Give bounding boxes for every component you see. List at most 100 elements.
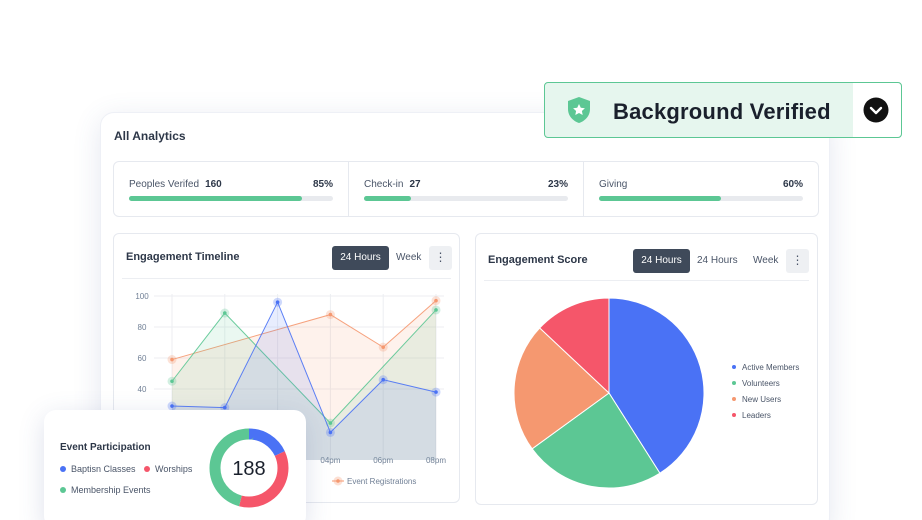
pie-slice <box>608 297 705 474</box>
donut-segment <box>209 428 289 508</box>
legend-dot <box>144 466 151 472</box>
week-button[interactable]: Week <box>396 252 422 263</box>
data-point <box>223 405 227 410</box>
week-button[interactable]: Week <box>753 255 779 266</box>
vertical-dots-icon[interactable]: ⋮ <box>786 249 809 273</box>
data-point <box>223 311 227 315</box>
legend-label: Event Registrations <box>347 477 416 486</box>
legend-dot <box>732 397 736 401</box>
stat-label: Giving <box>599 179 633 190</box>
data-point <box>434 390 438 394</box>
panel-title: Engagement Score <box>488 254 588 266</box>
event-participation-card: Event Participation Baptisn Classes Wors… <box>44 410 306 520</box>
legend-dot <box>60 487 66 493</box>
y-tick-label: 60 <box>138 354 147 363</box>
stat-label-text: Giving <box>599 179 628 190</box>
legend-item: Membership Events <box>60 485 151 495</box>
y-tick-label: 100 <box>135 292 149 301</box>
x-tick-label: 06pm <box>373 456 393 465</box>
stat-check-in: Check-in 27 23% <box>349 162 584 216</box>
legend-dot <box>732 365 736 369</box>
data-point <box>170 379 174 384</box>
progress-fill <box>364 196 411 201</box>
series-line <box>171 300 437 361</box>
legend-label: Membership Events <box>71 485 151 495</box>
legend-label: Volunteers <box>742 379 780 388</box>
stat-label-text: Peoples Verifed <box>129 179 200 190</box>
x-tick-label: 08pm <box>426 456 446 465</box>
legend-item: Volunteers <box>732 379 799 395</box>
panel-divider <box>484 280 809 281</box>
legend-item: Baptisn Classes <box>60 464 136 474</box>
legend-label: Baptisn Classes <box>71 464 136 474</box>
y-tick-label: 40 <box>138 385 147 394</box>
pie-slice <box>539 297 610 395</box>
chevron-down-circle-icon[interactable] <box>863 97 889 123</box>
legend-label: Leaders <box>742 411 771 420</box>
engagement-score-panel: Engagement Score 24 Hours 24 Hours Week … <box>475 233 818 505</box>
event-title: Event Participation <box>60 442 151 453</box>
donut-ring <box>209 428 289 508</box>
24-hours-button[interactable]: 24 Hours <box>332 246 389 270</box>
data-point <box>328 430 333 435</box>
data-point <box>275 300 280 304</box>
legend-item: Active Members <box>732 363 799 379</box>
stat-label: Peoples Verifed 160 <box>129 179 222 190</box>
data-point <box>381 345 386 349</box>
vertical-dots-icon[interactable]: ⋮ <box>429 246 452 270</box>
data-point <box>328 312 333 317</box>
stat-label-text: Check-in <box>364 179 404 190</box>
progress-fill <box>129 196 303 201</box>
badge-toggle[interactable] <box>853 83 901 137</box>
stats-row: Peoples Verifed 160 85% Check-in 27 23% Gi… <box>113 161 819 217</box>
data-point <box>434 308 438 312</box>
stat-giving: Giving 60% <box>584 162 818 216</box>
panel-title: Engagement Timeline <box>126 251 240 263</box>
y-tick-label: 80 <box>138 323 147 332</box>
shield-star-icon <box>568 97 590 123</box>
stat-value: 160 <box>205 179 222 190</box>
data-point <box>170 404 174 408</box>
donut-segment <box>209 428 289 508</box>
series-line <box>171 300 437 434</box>
legend-label: New Users <box>742 395 782 404</box>
donut-total: 188 <box>232 458 265 480</box>
pie-slice <box>513 327 610 450</box>
progress-fill <box>599 196 722 201</box>
data-point <box>381 377 386 382</box>
stat-peoples-verified: Peoples Verifed 160 85% <box>114 162 349 216</box>
pie-legend: Active Members Volunteers New Users Lead… <box>732 363 799 427</box>
data-point <box>328 421 333 425</box>
stat-percent: 60% <box>782 179 803 190</box>
card-title: All Analytics <box>114 129 186 143</box>
legend-label: Worships <box>155 464 193 474</box>
legend-dot <box>732 381 736 385</box>
series-line <box>171 309 437 424</box>
panel-divider <box>122 278 451 279</box>
legend-item: New Users <box>732 395 799 411</box>
pie-slice <box>531 392 661 489</box>
24-hours-button[interactable]: 24 Hours <box>633 249 690 273</box>
legend-dot <box>60 466 66 472</box>
progress-track <box>364 196 568 201</box>
24-hours-option[interactable]: 24 Hours <box>697 255 738 266</box>
progress-track <box>599 196 803 201</box>
stat-value: 27 <box>409 179 421 190</box>
pie-chart <box>513 297 705 489</box>
badge-text: Background Verified <box>613 99 831 124</box>
progress-track <box>129 196 333 201</box>
stat-label: Check-in 27 <box>364 179 421 190</box>
background-verified-badge[interactable]: Background Verified <box>544 82 902 138</box>
legend-dot <box>732 413 736 417</box>
legend-item: Leaders <box>732 411 799 427</box>
legend-item: Worships <box>144 464 192 474</box>
stat-percent: 23% <box>547 179 568 190</box>
data-point <box>170 357 174 362</box>
donut-chart: 188 <box>209 428 289 508</box>
data-point <box>434 298 438 303</box>
x-tick-label: 04pm <box>320 456 340 465</box>
stat-percent: 85% <box>312 179 333 190</box>
event-legend-row-1: Baptisn Classes Worships <box>60 464 198 474</box>
event-legend-row-2: Membership Events <box>60 485 157 495</box>
